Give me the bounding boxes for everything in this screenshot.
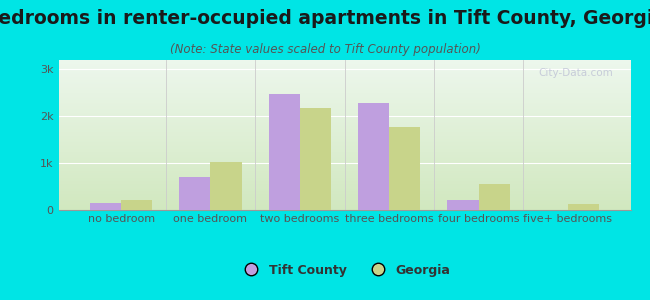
Legend: Tift County, Georgia: Tift County, Georgia (234, 259, 455, 282)
Bar (300, 108, 331, 210)
Bar (211, 162, 242, 210)
Text: (Note: State values scaled to Tift County population): (Note: State values scaled to Tift Count… (170, 44, 480, 56)
Bar (568, 204, 599, 210)
Bar (268, 94, 300, 210)
Bar (90, 203, 121, 210)
Bar (121, 200, 152, 210)
Bar (447, 200, 478, 210)
Bar (478, 184, 510, 210)
Bar (358, 103, 389, 210)
Bar (179, 177, 211, 210)
Bar (389, 127, 421, 210)
Text: City-Data.com: City-Data.com (539, 68, 614, 77)
Text: Bedrooms in renter-occupied apartments in Tift County, Georgia: Bedrooms in renter-occupied apartments i… (0, 9, 650, 28)
